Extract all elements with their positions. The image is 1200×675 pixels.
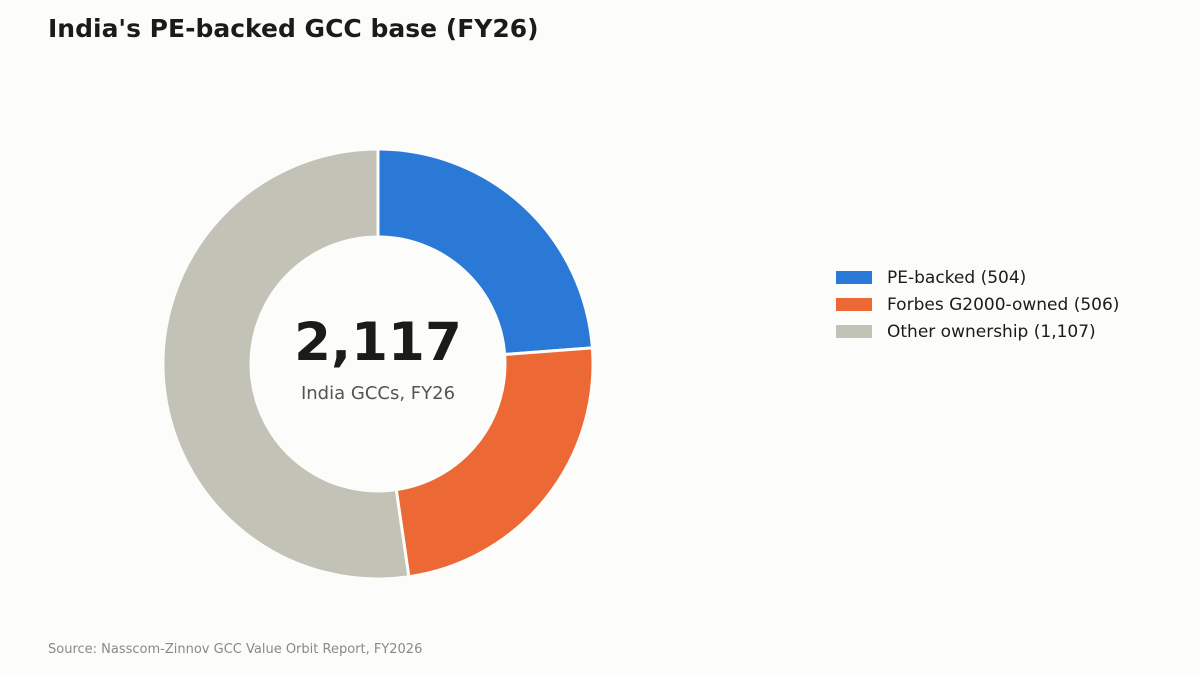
- center-total-label: India GCCs, FY26: [300, 383, 456, 404]
- legend: PE-backed (504) Forbes G2000-owned (506)…: [836, 264, 1119, 345]
- donut-slices: [161, 147, 595, 581]
- source-note: Source: Nasscom-Zinnov GCC Value Orbit R…: [48, 642, 423, 657]
- legend-label: PE-backed (504): [887, 267, 1027, 288]
- legend-swatch: [836, 325, 872, 338]
- donut-slice-2: [394, 346, 595, 579]
- legend-label: Forbes G2000-owned (506): [887, 294, 1120, 315]
- chart-title: India's PE-backed GCC base (FY26): [48, 14, 539, 43]
- center-total-value: 2,117: [294, 312, 462, 373]
- legend-swatch: [836, 271, 872, 284]
- legend-item: PE-backed (504): [836, 264, 1119, 291]
- legend-item: Other ownership (1,107): [836, 318, 1119, 345]
- donut-slice-3: [161, 147, 411, 581]
- legend-swatch: [836, 298, 872, 311]
- donut-slice-1: [376, 147, 595, 357]
- legend-label: Other ownership (1,107): [887, 321, 1096, 342]
- legend-item: Forbes G2000-owned (506): [836, 291, 1119, 318]
